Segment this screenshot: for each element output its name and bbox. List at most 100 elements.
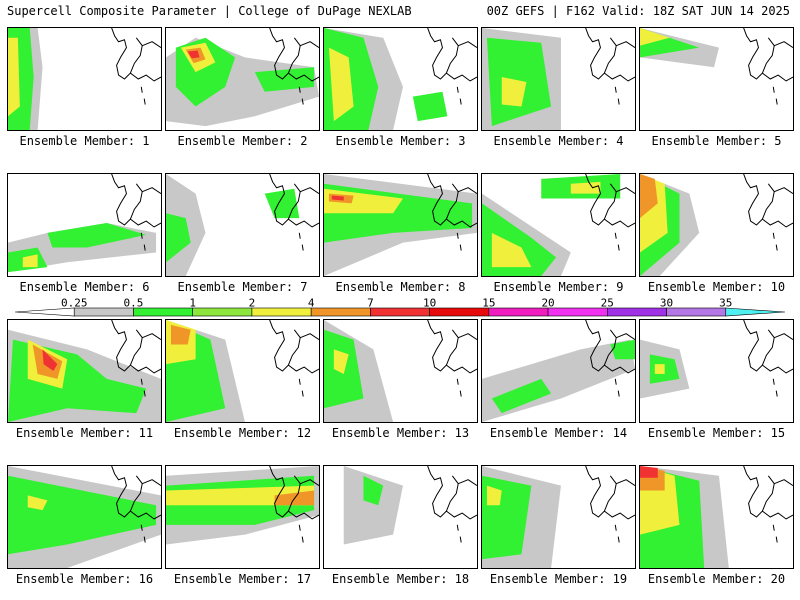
- coastline: [111, 320, 161, 374]
- scale-tick-label: 30: [660, 297, 673, 310]
- lake-mark: [140, 86, 143, 93]
- lake-mark: [301, 536, 304, 543]
- lake-mark: [617, 390, 620, 397]
- contour-fill: [328, 47, 354, 122]
- scp-field-map: [640, 466, 793, 568]
- member-label: Ensemble Member: 15: [647, 426, 786, 440]
- member-label: Ensemble Member: 1: [19, 134, 150, 148]
- coastline: [585, 466, 635, 520]
- scale-segment: [251, 307, 312, 317]
- member-label: Ensemble Member: 10: [647, 280, 786, 294]
- scale-tick-label: 0.25: [61, 297, 88, 310]
- lake-mark: [456, 232, 459, 239]
- scale-tick-label: 2: [249, 297, 256, 310]
- ensemble-panel-19: [481, 465, 636, 569]
- lake-mark: [298, 378, 301, 385]
- member-label: Ensemble Member: 7: [177, 280, 308, 294]
- scp-field-map: [640, 174, 793, 276]
- lake-mark: [459, 536, 462, 543]
- lake-mark: [143, 536, 146, 543]
- lake-mark: [775, 244, 778, 251]
- lake-mark: [456, 524, 459, 531]
- scp-field-map: [166, 174, 319, 276]
- run-valid-time: 00Z GEFS | F162 Valid: 18Z SAT JUN 14 20…: [486, 4, 790, 18]
- member-label: Ensemble Member: 9: [493, 280, 624, 294]
- scp-field-map: [482, 320, 635, 422]
- lake-mark: [775, 98, 778, 105]
- member-label: Ensemble Member: 18: [331, 572, 470, 586]
- member-label: Ensemble Member: 8: [335, 280, 466, 294]
- contour-fill: [166, 213, 191, 263]
- scp-field-map: [166, 466, 319, 545]
- ensemble-panel-10: [639, 173, 794, 277]
- scp-field-map: [324, 320, 477, 422]
- lake-mark: [614, 232, 617, 239]
- contour-fill: [491, 232, 532, 268]
- coastline: [585, 320, 635, 374]
- ensemble-panel-8: [323, 173, 478, 277]
- coastline: [269, 174, 319, 228]
- ensemble-panel-15: [639, 319, 794, 423]
- coastline: [111, 466, 161, 520]
- scp-field-map: [324, 174, 477, 276]
- lake-mark: [456, 378, 459, 385]
- lake-mark: [301, 98, 304, 105]
- contour-fill: [649, 354, 680, 384]
- contour-fill: [170, 324, 191, 345]
- lake-mark: [775, 390, 778, 397]
- member-label: Ensemble Member: 5: [651, 134, 782, 148]
- lake-mark: [456, 86, 459, 93]
- ensemble-panel-6: [7, 173, 162, 277]
- contour-fill: [187, 50, 200, 59]
- coastline: [743, 466, 793, 520]
- ensemble-panel-16: [7, 465, 162, 569]
- ensemble-panel-20: [639, 465, 794, 569]
- lake-mark: [772, 86, 775, 93]
- coastline: [743, 174, 793, 228]
- scale-tick-label: 35: [719, 297, 732, 310]
- scale-tick-label: 1: [189, 297, 196, 310]
- lake-mark: [614, 86, 617, 93]
- scp-field-map: [482, 466, 635, 568]
- contour-fill: [491, 378, 552, 414]
- scale-tick-label: 0.5: [124, 297, 144, 310]
- scale-tick-label: 7: [367, 297, 374, 310]
- scale-segment: [725, 307, 786, 317]
- ensemble-panel-17: [165, 465, 320, 569]
- lake-mark: [772, 378, 775, 385]
- coastline: [427, 320, 477, 374]
- coastline: [269, 466, 319, 520]
- scale-segment: [192, 307, 253, 317]
- scale-segment: [310, 307, 371, 317]
- scale-segment: [547, 307, 608, 317]
- scale-segment: [607, 307, 667, 317]
- lake-mark: [772, 232, 775, 239]
- member-label: Ensemble Member: 16: [15, 572, 154, 586]
- contour-fill: [274, 490, 315, 506]
- coastline: [111, 174, 161, 228]
- contour-fill: [343, 466, 403, 545]
- lake-mark: [617, 244, 620, 251]
- scp-field-map: [8, 28, 161, 130]
- scale-segment: [666, 307, 727, 317]
- scp-field-map: [640, 28, 793, 105]
- ensemble-panel-9: [481, 173, 636, 277]
- lake-mark: [298, 232, 301, 239]
- contour-fill: [654, 364, 665, 374]
- contour-fill: [640, 174, 658, 219]
- ensemble-panel-18: [323, 465, 478, 569]
- member-label: Ensemble Member: 3: [335, 134, 466, 148]
- contour-fill: [331, 195, 344, 201]
- scp-field-map: [343, 466, 477, 545]
- contour-fill: [333, 349, 349, 374]
- scale-tick-label: 4: [308, 297, 315, 310]
- map-title: Supercell Composite Parameter | College …: [7, 4, 412, 18]
- color-scale-legend: 0.25 0.5 1 2 4 7 10 15 20 25 30 35: [14, 297, 786, 317]
- scale-segment: [429, 307, 490, 317]
- member-label: Ensemble Member: 19: [489, 572, 628, 586]
- member-label: Ensemble Member: 4: [493, 134, 624, 148]
- contour-fill: [640, 466, 658, 478]
- lake-mark: [298, 524, 301, 531]
- contour-fill: [254, 67, 315, 92]
- coastline: [585, 174, 635, 228]
